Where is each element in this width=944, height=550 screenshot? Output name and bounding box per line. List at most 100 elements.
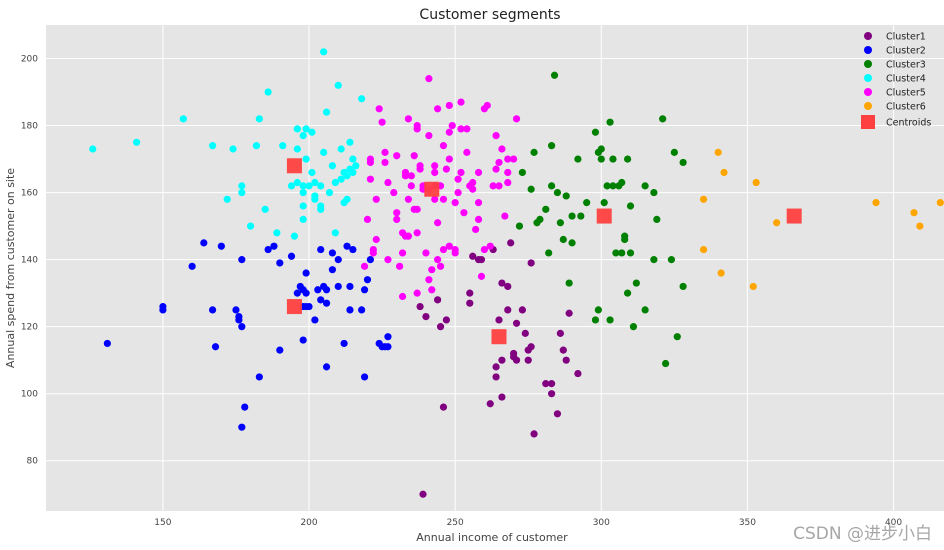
data-point-cluster2 xyxy=(358,306,366,314)
data-point-cluster1 xyxy=(492,373,500,381)
legend-swatch xyxy=(861,115,875,129)
data-point-cluster3 xyxy=(629,323,638,331)
data-point-cluster5 xyxy=(410,152,418,160)
data-point-cluster5 xyxy=(474,168,483,177)
data-point-cluster6 xyxy=(916,222,924,230)
data-point-cluster3 xyxy=(597,155,605,163)
data-point-cluster5 xyxy=(469,178,477,187)
data-point-cluster5 xyxy=(439,142,448,150)
data-point-cluster6 xyxy=(910,209,918,217)
data-point-cluster3 xyxy=(626,202,635,210)
data-point-cluster5 xyxy=(393,209,401,217)
data-point-cluster4 xyxy=(358,95,366,103)
data-point-cluster5 xyxy=(413,229,421,237)
data-point-cluster1 xyxy=(416,302,424,311)
data-point-cluster1 xyxy=(565,309,573,317)
data-point-cluster2 xyxy=(317,245,325,254)
data-point-cluster1 xyxy=(504,306,512,314)
data-point-cluster5 xyxy=(442,165,450,173)
data-point-cluster1 xyxy=(512,319,521,327)
data-point-cluster2 xyxy=(208,306,217,314)
data-point-cluster4 xyxy=(302,125,310,133)
data-point-cluster5 xyxy=(454,188,462,197)
data-point-cluster5 xyxy=(416,162,424,170)
data-point-cluster5 xyxy=(492,165,500,173)
data-point-cluster3 xyxy=(548,142,556,150)
data-point-cluster3 xyxy=(536,215,544,223)
data-point-cluster4 xyxy=(328,162,337,170)
data-point-cluster1 xyxy=(548,380,556,388)
data-point-cluster3 xyxy=(556,219,564,227)
data-point-cluster1 xyxy=(518,306,526,314)
x-tick-label: 150 xyxy=(154,518,171,528)
data-point-cluster1 xyxy=(524,356,532,364)
data-point-cluster1 xyxy=(419,490,427,498)
data-point-cluster1 xyxy=(434,296,442,304)
data-point-cluster5 xyxy=(425,276,433,284)
y-axis-label: Annual spend from customer on site xyxy=(4,168,17,368)
data-point-cluster5 xyxy=(404,195,412,203)
data-point-cluster2 xyxy=(328,266,337,274)
legend-swatch xyxy=(864,74,872,82)
data-point-cluster5 xyxy=(425,132,433,140)
data-point-cluster3 xyxy=(650,256,658,264)
data-point-cluster3 xyxy=(530,148,538,156)
data-point-cluster2 xyxy=(287,252,296,260)
legend-label: Cluster2 xyxy=(886,46,926,57)
data-point-cluster1 xyxy=(504,282,512,291)
data-point-cluster3 xyxy=(609,182,617,190)
data-point-cluster2 xyxy=(238,256,246,264)
data-point-cluster5 xyxy=(381,148,389,156)
data-point-cluster1 xyxy=(507,239,515,247)
data-point-cluster2 xyxy=(188,262,196,270)
data-point-cluster2 xyxy=(241,403,249,411)
data-point-cluster4 xyxy=(89,145,97,153)
data-point-cluster3 xyxy=(548,182,556,190)
data-point-cluster2 xyxy=(299,336,307,344)
data-point-cluster4 xyxy=(229,145,237,153)
data-point-cluster3 xyxy=(559,235,567,244)
data-point-cluster5 xyxy=(434,219,442,227)
data-point-cluster5 xyxy=(498,145,506,153)
x-tick-label: 300 xyxy=(593,518,610,528)
data-point-cluster2 xyxy=(293,289,301,297)
data-point-cluster3 xyxy=(591,128,600,136)
data-point-cluster2 xyxy=(346,306,354,314)
data-point-cluster2 xyxy=(334,282,342,291)
data-point-cluster4 xyxy=(337,175,345,183)
data-point-cluster5 xyxy=(393,215,401,223)
data-point-cluster5 xyxy=(474,215,483,223)
data-point-cluster5 xyxy=(372,235,380,244)
centroid-marker xyxy=(786,208,802,224)
data-point-cluster3 xyxy=(667,256,676,264)
data-point-cluster4 xyxy=(322,108,331,116)
data-point-cluster3 xyxy=(565,279,573,287)
data-point-cluster2 xyxy=(217,242,225,250)
data-point-cluster5 xyxy=(512,115,521,123)
data-point-cluster5 xyxy=(360,262,369,270)
data-point-cluster2 xyxy=(322,286,331,294)
data-point-cluster2 xyxy=(296,282,304,291)
data-point-cluster3 xyxy=(594,306,602,314)
data-point-cluster3 xyxy=(515,222,524,230)
data-point-cluster5 xyxy=(422,249,430,257)
data-point-cluster5 xyxy=(504,155,512,163)
data-point-cluster3 xyxy=(612,249,620,257)
data-point-cluster2 xyxy=(360,286,369,294)
data-point-cluster5 xyxy=(483,101,491,110)
data-point-cluster2 xyxy=(360,373,369,381)
data-point-cluster1 xyxy=(556,329,564,337)
data-point-cluster6 xyxy=(720,168,728,177)
data-point-cluster5 xyxy=(480,245,488,254)
data-point-cluster1 xyxy=(527,343,535,351)
data-point-cluster5 xyxy=(425,75,433,83)
data-point-cluster5 xyxy=(439,195,448,203)
data-point-cluster5 xyxy=(381,158,389,167)
plot-area xyxy=(46,25,944,511)
x-axis-label: Annual income of customer xyxy=(416,531,568,544)
data-point-cluster5 xyxy=(472,225,480,234)
centroid-marker xyxy=(424,181,440,197)
data-point-cluster5 xyxy=(407,172,415,180)
data-point-cluster3 xyxy=(542,205,550,213)
data-point-cluster6 xyxy=(773,219,781,227)
